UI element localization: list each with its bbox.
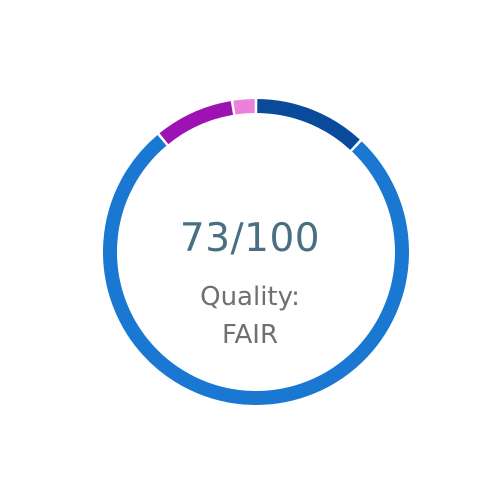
ring-segment-purple [159, 101, 234, 145]
quality-value: FAIR [221, 320, 279, 350]
ring-segment-dark-blue [257, 99, 360, 150]
ring-segment-blue [103, 134, 409, 405]
ring-segment-pink [233, 99, 255, 115]
quality-label: Quality: [200, 282, 300, 312]
score-text: 73/100 [179, 216, 321, 261]
